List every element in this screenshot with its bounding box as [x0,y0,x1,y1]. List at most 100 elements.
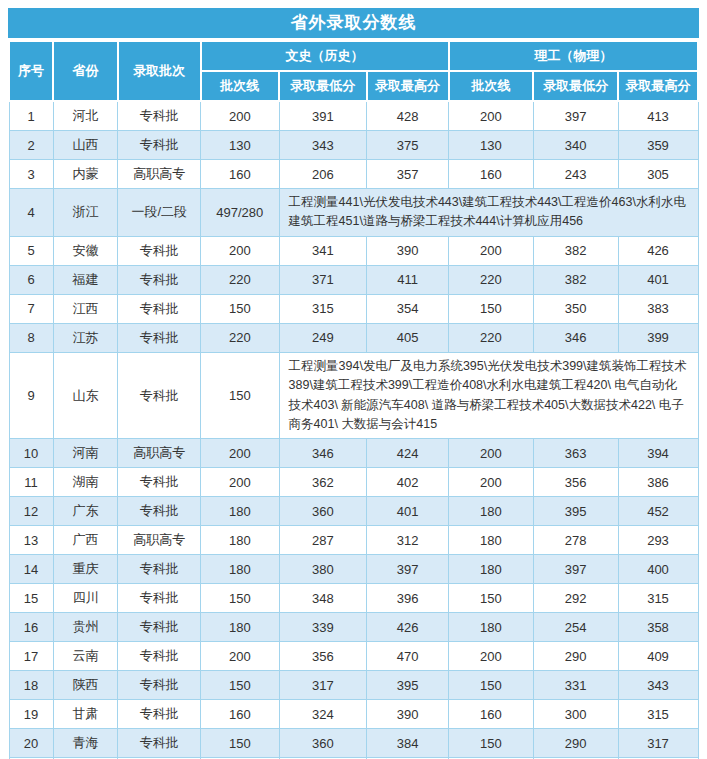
cell-science-max: 399 [618,323,698,352]
cell-province: 安徽 [53,236,118,265]
cell-serial: 12 [9,497,53,526]
cell-batch: 专科批 [118,729,201,758]
cell-science-min: 350 [533,294,618,323]
cell-science-max: 315 [618,700,698,729]
cell-science-max: 293 [618,526,698,555]
cell-science-line: 160 [449,160,534,189]
cell-arts-line: 220 [201,265,280,294]
cell-batch: 专科批 [118,352,201,439]
cell-science-min: 356 [533,468,618,497]
table-row: 4浙江一段/二段497/280工程测量441\光伏发电技术443\建筑工程技术4… [9,189,698,237]
cell-batch: 专科批 [118,584,201,613]
cell-province: 河南 [53,439,118,468]
table-row: 12广东专科批180360401180395452 [9,497,698,526]
table-row: 19甘肃专科批160324390160300315 [9,700,698,729]
cell-batch: 专科批 [118,555,201,584]
cell-province: 广西 [53,526,118,555]
cell-arts-min: 360 [279,497,367,526]
cell-batch: 专科批 [118,700,201,729]
cell-arts-min: 360 [279,729,367,758]
cell-serial: 5 [9,236,53,265]
cell-arts-max: 397 [367,555,449,584]
table-row: 7江西专科批150315354150350383 [9,294,698,323]
cell-science-min: 340 [533,131,618,160]
cell-province: 山东 [53,352,118,439]
header-science-line: 批次线 [449,71,534,101]
cell-arts-line: 200 [201,439,280,468]
cell-arts-max: 396 [367,584,449,613]
table-row: 15四川专科批150348396150292315 [9,584,698,613]
cell-batch-line: 497/280 [201,189,280,237]
cell-province: 广东 [53,497,118,526]
cell-arts-max: 411 [367,265,449,294]
header-group-arts: 文史（历史） [201,41,449,71]
cell-majors-detail: 工程测量394\发电厂及电力系统395\光伏发电技术399\建筑装饰工程技术38… [279,352,698,439]
cell-arts-min: 380 [279,555,367,584]
cell-batch: 专科批 [118,323,201,352]
cell-serial: 20 [9,729,53,758]
cell-batch: 专科批 [118,294,201,323]
cell-majors-detail: 工程测量441\光伏发电技术443\建筑工程技术443\工程造价463\水利水电… [279,189,698,237]
cell-batch: 专科批 [118,642,201,671]
cell-science-max: 305 [618,160,698,189]
cell-arts-line: 130 [201,131,280,160]
cell-arts-line: 180 [201,497,280,526]
cell-science-max: 386 [618,468,698,497]
table-row: 10河南高职高专200346424200363394 [9,439,698,468]
cell-serial: 14 [9,555,53,584]
cell-science-max: 409 [618,642,698,671]
cell-serial: 11 [9,468,53,497]
cell-arts-min: 287 [279,526,367,555]
cell-arts-line: 150 [201,294,280,323]
cell-arts-min: 249 [279,323,367,352]
cell-batch: 一段/二段 [118,189,201,237]
header-science-min: 录取最低分 [533,71,618,101]
cell-province: 河北 [53,101,118,131]
cell-science-max: 452 [618,497,698,526]
cell-science-line: 220 [449,323,534,352]
cell-arts-min: 348 [279,584,367,613]
cell-science-min: 243 [533,160,618,189]
cell-arts-line: 200 [201,101,280,131]
cell-science-line: 150 [449,729,534,758]
cell-batch: 专科批 [118,613,201,642]
cell-arts-line: 150 [201,671,280,700]
cell-arts-max: 405 [367,323,449,352]
cell-arts-line: 220 [201,323,280,352]
cell-arts-line: 180 [201,613,280,642]
cell-province: 云南 [53,642,118,671]
cell-science-min: 346 [533,323,618,352]
cell-arts-max: 401 [367,497,449,526]
cell-arts-line: 200 [201,468,280,497]
cell-batch: 高职高专 [118,160,201,189]
cell-serial: 18 [9,671,53,700]
header-arts-max: 录取最高分 [367,71,449,101]
cell-arts-max: 395 [367,671,449,700]
cell-science-min: 290 [533,729,618,758]
cell-arts-min: 371 [279,265,367,294]
cell-province: 江苏 [53,323,118,352]
cell-province: 甘肃 [53,700,118,729]
cell-arts-max: 470 [367,642,449,671]
table-row: 1河北专科批200391428200397413 [9,101,698,131]
cell-batch: 专科批 [118,468,201,497]
cell-batch: 高职高专 [118,439,201,468]
cell-arts-max: 375 [367,131,449,160]
table-row: 13广西高职高专180287312180278293 [9,526,698,555]
cell-batch: 专科批 [118,101,201,131]
cell-science-line: 150 [449,584,534,613]
header-science-max: 录取最高分 [618,71,698,101]
cell-science-line: 200 [449,468,534,497]
cell-arts-max: 402 [367,468,449,497]
cell-arts-min: 391 [279,101,367,131]
cell-batch: 专科批 [118,671,201,700]
cell-science-line: 180 [449,555,534,584]
cell-science-line: 200 [449,101,534,131]
cell-science-max: 394 [618,439,698,468]
cell-arts-min: 206 [279,160,367,189]
cell-science-line: 200 [449,236,534,265]
cell-science-line: 130 [449,131,534,160]
cell-province: 重庆 [53,555,118,584]
cell-science-max: 358 [618,613,698,642]
table-row: 18陕西专科批150317395150331343 [9,671,698,700]
